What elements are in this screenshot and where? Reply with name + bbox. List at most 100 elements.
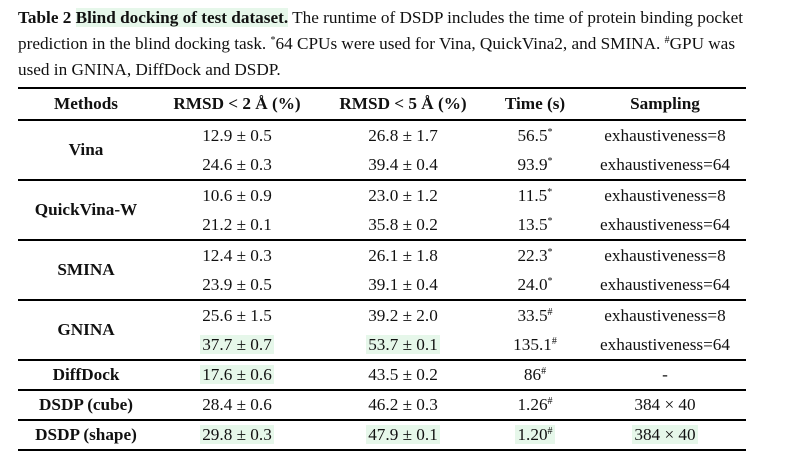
caption-text-1: The runtime of DSDP includes the time of… <box>18 8 744 53</box>
rmsd5-cell: 39.4 ± 0.4 <box>368 154 438 174</box>
header-methods: Methods <box>54 94 118 113</box>
time-value: 24.0 <box>517 274 548 294</box>
table-row: GNINA 25.6 ± 1.5 39.2 ± 2.0 33.5# exhaus… <box>18 300 746 340</box>
time-value: 33.5 <box>517 305 548 325</box>
time-mark: * <box>547 155 553 167</box>
sampling-cell: exhaustiveness=64 <box>600 334 730 354</box>
header-time: Time (s) <box>504 94 566 113</box>
sampling-cell: exhaustiveness=8 <box>604 125 726 145</box>
rmsd2-value-highlight: 17.6 ± 0.6 <box>200 365 274 384</box>
sampling-cell: exhaustiveness=8 <box>604 245 726 265</box>
method-name: GNINA <box>57 320 115 339</box>
rmsd2-cell: 12.9 ± 0.5 <box>202 125 272 145</box>
method-name: DiffDock <box>52 365 120 384</box>
method-group-gnina: GNINA 25.6 ± 1.5 39.2 ± 2.0 33.5# exhaus… <box>18 300 746 360</box>
rmsd5-cell: 39.1 ± 0.4 <box>368 274 438 294</box>
rmsd2-cell: 12.4 ± 0.3 <box>202 245 272 265</box>
table-row: SMINA 12.4 ± 0.3 26.1 ± 1.8 22.3* exhaus… <box>18 240 746 280</box>
rmsd5-cell: 39.2 ± 2.0 <box>368 305 438 325</box>
results-table: Methods RMSD < 2 Å (%) RMSD < 5 Å (%) Ti… <box>18 87 746 451</box>
time-cell: 22.3* <box>486 240 584 270</box>
table-caption: Table 2 Blind docking of test dataset. T… <box>18 5 770 83</box>
method-name: Vina <box>68 140 104 159</box>
rmsd2-cell: 21.2 ± 0.1 <box>202 214 272 234</box>
time-cell: 24.0* <box>486 270 584 300</box>
caption-title: Table 2 Blind docking of test dataset. <box>18 8 289 27</box>
time-mark: # <box>547 426 553 437</box>
sampling-cell: exhaustiveness=64 <box>600 274 730 294</box>
method-group-quickvina-w: QuickVina-W 10.6 ± 0.9 23.0 ± 1.2 11.5* … <box>18 180 746 240</box>
time-cell: 93.9* <box>486 150 584 180</box>
sampling-cell: exhaustiveness=64 <box>600 214 730 234</box>
sampling-cell: 384 × 40 <box>634 395 696 414</box>
time-mark: * <box>547 246 553 258</box>
time-value: 56.5 <box>517 125 548 145</box>
method-name: DSDP (cube) <box>38 395 134 414</box>
caption-footnote-mark-gpu: # <box>664 35 670 46</box>
time-mark: # <box>551 335 557 347</box>
time-cell: 33.5# <box>486 300 584 330</box>
time-value: 1.20 <box>517 425 548 444</box>
rmsd2-value-highlight: 29.8 ± 0.3 <box>200 425 274 444</box>
table-row: 24.6 ± 0.3 39.4 ± 0.4 93.9* exhaustivene… <box>18 150 746 180</box>
caption-text-3: GPU was used in GNINA, DiffDock and DSDP… <box>18 34 736 79</box>
rmsd2-cell: 28.4 ± 0.6 <box>202 395 272 414</box>
method-group-smina: SMINA 12.4 ± 0.3 26.1 ± 1.8 22.3* exhaus… <box>18 240 746 300</box>
time-value: 93.9 <box>517 154 548 174</box>
method-name: SMINA <box>57 260 115 279</box>
table-row: 37.7 ± 0.7 53.7 ± 0.1 135.1# exhaustiven… <box>18 330 746 360</box>
time-mark: # <box>547 306 553 318</box>
table-row: Vina 12.9 ± 0.5 26.8 ± 1.7 56.5* exhaust… <box>18 120 746 160</box>
rmsd5-value-highlight: 47.9 ± 0.1 <box>366 425 440 444</box>
time-cell: 56.5* <box>486 120 584 150</box>
time-value: 13.5 <box>517 214 548 234</box>
sampling-cell: exhaustiveness=8 <box>604 305 726 325</box>
time-value: 11.5 <box>517 185 548 205</box>
caption-title-prefix: Table 2 <box>18 8 76 27</box>
table-row-diffdock: DiffDock 17.6 ± 0.6 43.5 ± 0.2 86# - <box>18 360 746 390</box>
table-row: 21.2 ± 0.1 35.8 ± 0.2 13.5* exhaustivene… <box>18 210 746 240</box>
sampling-cell: - <box>662 365 668 384</box>
rmsd5-cell: 23.0 ± 1.2 <box>368 185 438 205</box>
time-value: 86 <box>523 365 542 384</box>
table-row: QuickVina-W 10.6 ± 0.9 23.0 ± 1.2 11.5* … <box>18 180 746 220</box>
time-cell: 11.5* <box>486 180 584 210</box>
time-cell: 1.20# <box>486 420 584 450</box>
rmsd2-value-highlight: 37.7 ± 0.7 <box>200 334 274 354</box>
time-cell: 13.5* <box>486 210 584 240</box>
table-row: 23.9 ± 0.5 39.1 ± 0.4 24.0* exhaustivene… <box>18 270 746 300</box>
time-mark: * <box>547 215 553 227</box>
rmsd5-cell: 26.1 ± 1.8 <box>368 245 438 265</box>
rmsd5-cell: 53.7 ± 0.1 <box>320 330 486 360</box>
table-row-dsdp-cube: DSDP (cube) 28.4 ± 0.6 46.2 ± 0.3 1.26# … <box>18 390 746 420</box>
rmsd5-cell: 35.8 ± 0.2 <box>368 214 438 234</box>
sampling-cell: exhaustiveness=8 <box>604 185 726 205</box>
time-value: 1.26 <box>517 395 548 414</box>
rmsd2-cell: 23.9 ± 0.5 <box>202 274 272 294</box>
time-cell: 86# <box>486 360 584 390</box>
sampling-cell: 384 × 40 <box>584 420 746 450</box>
rmsd5-cell: 43.5 ± 0.2 <box>368 365 438 384</box>
time-value-highlight: 1.20# <box>515 425 555 444</box>
rmsd5-cell: 47.9 ± 0.1 <box>320 420 486 450</box>
time-mark: # <box>547 396 553 407</box>
table-row-dsdp-shape: DSDP (shape) 29.8 ± 0.3 47.9 ± 0.1 1.20#… <box>18 420 746 450</box>
rmsd2-cell: 17.6 ± 0.6 <box>154 360 320 390</box>
time-value: 22.3 <box>517 245 548 265</box>
caption-title-highlight: Blind docking of test dataset. <box>75 8 289 27</box>
rmsd2-cell: 37.7 ± 0.7 <box>154 330 320 360</box>
time-cell: 135.1# <box>486 330 584 360</box>
rmsd2-cell: 10.6 ± 0.9 <box>202 185 272 205</box>
time-cell: 1.26# <box>486 390 584 420</box>
time-mark: * <box>547 126 553 138</box>
method-name: QuickVina-W <box>34 200 138 219</box>
method-name: DSDP (shape) <box>35 425 137 444</box>
header-rmsd-2: RMSD < 2 Å (%) <box>173 94 301 113</box>
sampling-value-highlight: 384 × 40 <box>632 425 698 444</box>
rmsd2-cell: 29.8 ± 0.3 <box>154 420 320 450</box>
rmsd2-cell: 25.6 ± 1.5 <box>202 305 272 325</box>
time-mark: * <box>547 186 553 198</box>
header-rmsd-5: RMSD < 5 Å (%) <box>339 94 467 113</box>
header-row: Methods RMSD < 2 Å (%) RMSD < 5 Å (%) Ti… <box>18 88 746 120</box>
single-method-rows: DiffDock 17.6 ± 0.6 43.5 ± 0.2 86# - DSD… <box>18 360 746 450</box>
